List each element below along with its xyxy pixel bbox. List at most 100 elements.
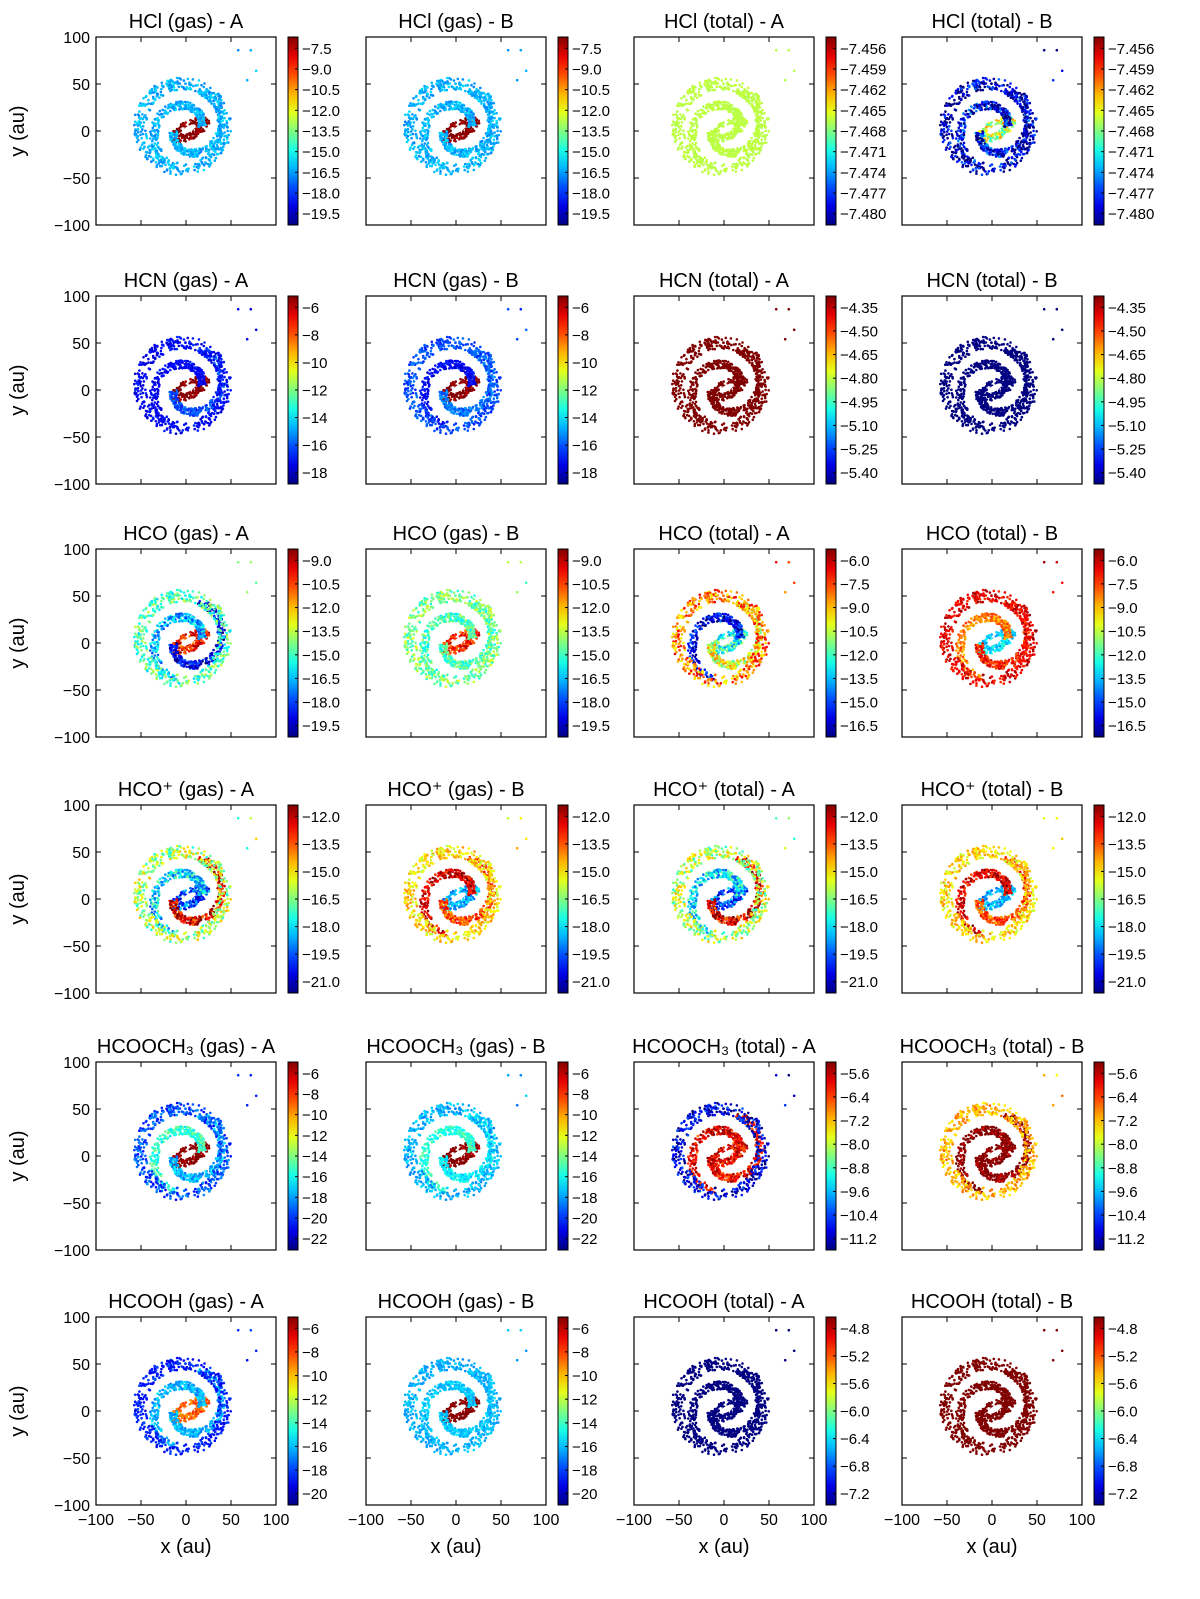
scatter-point xyxy=(150,145,154,148)
scatter-point xyxy=(515,78,519,82)
scatter-point xyxy=(468,108,472,112)
scatter-point xyxy=(757,127,760,131)
scatter-point xyxy=(200,160,204,164)
scatter-point xyxy=(975,170,978,173)
scatter-point xyxy=(686,108,690,112)
scatter-point xyxy=(708,131,712,135)
scatter-point xyxy=(225,141,228,144)
scatter-point xyxy=(687,137,690,140)
scatter-point xyxy=(752,98,756,101)
scatter-point xyxy=(692,124,695,128)
scatter-point xyxy=(974,87,977,91)
scatter-point xyxy=(963,155,967,158)
scatter-point xyxy=(950,129,953,133)
scatter-point xyxy=(475,87,478,91)
scatter-point xyxy=(679,128,682,131)
scatter-point xyxy=(137,120,140,123)
scatter-point xyxy=(1003,166,1006,170)
scatter-point xyxy=(986,172,989,175)
scatter-point xyxy=(218,133,221,137)
scatter-point xyxy=(178,388,182,392)
scatter-point xyxy=(950,114,953,117)
scatter-point xyxy=(155,402,159,406)
scatter-point xyxy=(461,78,465,81)
panel-title: HCl (total) - B xyxy=(931,11,1052,33)
scatter-point xyxy=(1028,142,1032,145)
scatter-point xyxy=(989,107,992,111)
scatter-point xyxy=(157,122,160,125)
scatter-point xyxy=(453,123,456,127)
scatter-point xyxy=(687,130,690,134)
scatter-point xyxy=(445,131,449,135)
panel: HCl (gas) - B−7.5−9.0−10.5−12.0−13.5−15.… xyxy=(365,11,610,226)
scatter-point xyxy=(186,77,190,81)
scatter-point xyxy=(459,118,462,122)
scatter-point xyxy=(219,95,223,99)
scatter-point xyxy=(1008,113,1011,116)
scatter-point xyxy=(147,154,151,158)
scatter-point xyxy=(426,157,429,160)
scatter-point xyxy=(1002,127,1005,130)
scatter-point xyxy=(157,126,161,129)
scatter-point xyxy=(188,360,192,364)
scatter-point xyxy=(180,382,183,386)
scatter-point xyxy=(691,134,695,138)
scatter-point xyxy=(724,77,728,81)
scatter-point xyxy=(217,108,221,112)
scatter-point xyxy=(218,125,221,128)
scatter-point xyxy=(750,136,753,140)
scatter-point xyxy=(730,84,733,88)
scatter-point xyxy=(201,148,204,151)
scatter-point xyxy=(491,132,494,135)
scatter-point xyxy=(489,104,493,107)
scatter-point xyxy=(699,108,702,112)
scatter-point xyxy=(188,81,191,84)
scatter-point xyxy=(462,150,465,154)
scatter-point xyxy=(1031,119,1034,123)
scatter-point xyxy=(167,81,171,84)
scatter-point xyxy=(737,116,741,120)
scatter-point xyxy=(753,107,757,111)
scatter-point xyxy=(1000,84,1004,87)
scatter-point xyxy=(199,148,202,151)
scatter-point xyxy=(182,87,186,91)
y-tick-label: −100 xyxy=(54,218,90,235)
scatter-point xyxy=(745,121,749,125)
scatter-point xyxy=(163,159,166,162)
scatter-point xyxy=(720,87,724,91)
scatter-point xyxy=(217,148,221,151)
scatter-point xyxy=(950,150,954,154)
scatter-point xyxy=(970,105,973,108)
scatter-point xyxy=(680,141,684,144)
scatter-point xyxy=(183,382,186,386)
scatter-point xyxy=(212,104,216,108)
scatter-point xyxy=(1020,148,1023,151)
scatter-point xyxy=(205,96,209,100)
scatter-point xyxy=(747,140,751,144)
scatter-point xyxy=(994,81,997,84)
scatter-point xyxy=(190,103,194,107)
scatter-point xyxy=(417,102,420,105)
scatter-point xyxy=(524,69,528,73)
scatter-point xyxy=(984,108,987,111)
scatter-point xyxy=(1025,95,1029,99)
scatter-point xyxy=(445,76,449,80)
scatter-point xyxy=(446,148,449,151)
scatter-point xyxy=(999,122,1002,125)
scatter-point xyxy=(699,94,703,97)
scatter-point xyxy=(734,127,737,130)
scatter-point xyxy=(194,84,198,87)
scatter-point xyxy=(967,108,970,112)
scatter-point xyxy=(961,128,965,132)
scatter-point xyxy=(488,133,491,137)
scatter-point xyxy=(994,86,998,89)
scatter-point xyxy=(469,116,473,120)
scatter-point xyxy=(759,124,763,127)
scatter-point xyxy=(478,90,481,94)
scatter-point xyxy=(183,123,186,127)
scatter-point xyxy=(986,85,989,88)
scatter-point xyxy=(194,89,197,93)
scatter-point xyxy=(153,142,157,145)
scatter-point xyxy=(695,126,699,129)
scatter-point xyxy=(763,111,766,115)
